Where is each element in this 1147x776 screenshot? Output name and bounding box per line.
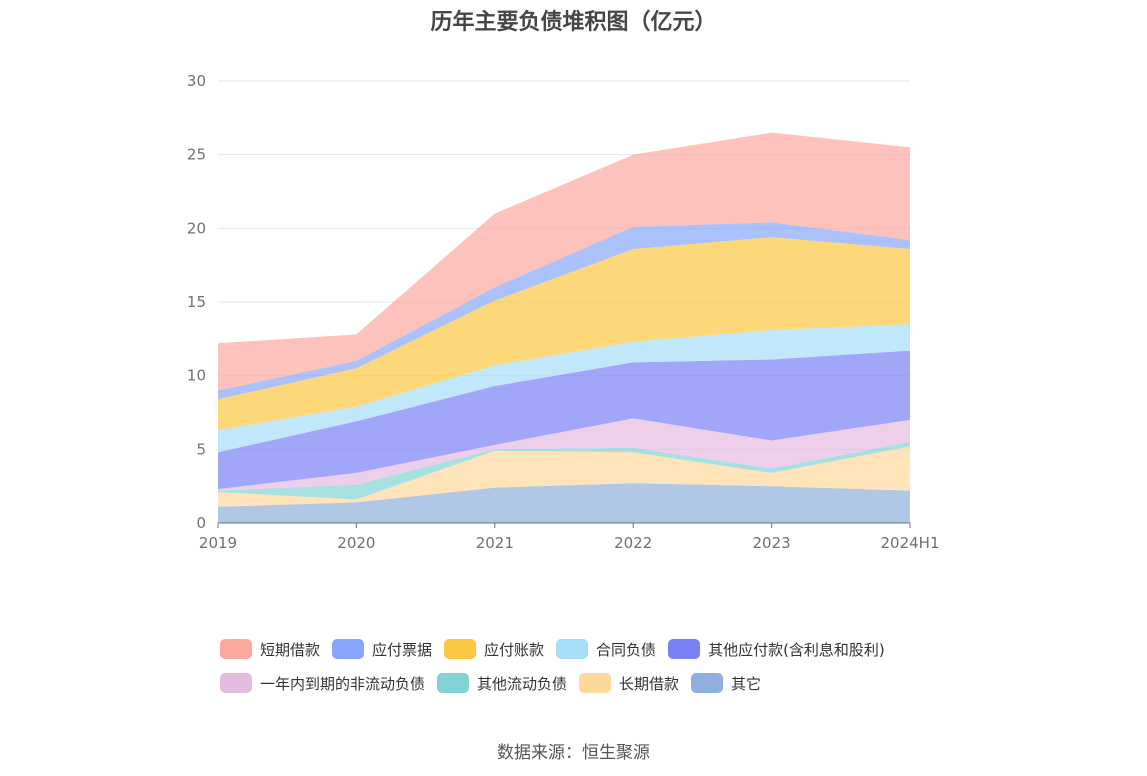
legend-item[interactable]: 短期借款 — [220, 638, 320, 660]
y-tick-label: 10 — [187, 367, 206, 385]
x-tick-label: 2022 — [614, 534, 652, 552]
legend-swatch — [444, 639, 477, 659]
legend-item[interactable]: 合同负债 — [556, 638, 656, 660]
y-tick-label: 15 — [187, 293, 206, 311]
area-其他流动负债[interactable] — [218, 442, 910, 500]
legend: 短期借款 应付票据 应付账款 合同负债 其他应付款(含利息和股利) 一年内到期的非流动负债… — [220, 638, 980, 706]
area-应付账款[interactable] — [218, 237, 910, 431]
area-短期借款[interactable] — [218, 132, 910, 391]
area-应付票据[interactable] — [218, 222, 910, 400]
legend-label: 合同负债 — [596, 640, 657, 659]
area-其它[interactable] — [218, 483, 910, 523]
legend-label: 一年内到期的非流动负债 — [260, 674, 426, 693]
legend-label: 其他应付款(含利息和股利) — [708, 640, 885, 659]
legend-item[interactable]: 其他应付款(含利息和股利) — [668, 638, 885, 660]
legend-label: 短期借款 — [260, 640, 321, 659]
legend-item[interactable]: 长期借款 — [579, 672, 679, 694]
area-合同负债[interactable] — [218, 324, 910, 453]
y-axis: 0 5 10 15 20 25 30 — [187, 72, 206, 532]
y-tick-label: 5 — [196, 440, 206, 458]
legend-label: 其它 — [731, 674, 762, 693]
legend-swatch — [691, 673, 724, 693]
legend-label: 应付票据 — [372, 640, 433, 659]
legend-label: 应付账款 — [484, 640, 545, 659]
legend-swatch — [668, 639, 701, 659]
x-axis: 2019 2020 2021 2022 2023 2024H1 — [199, 522, 940, 552]
legend-swatch — [579, 673, 612, 693]
legend-label: 长期借款 — [619, 674, 680, 693]
legend-item[interactable]: 应付账款 — [444, 638, 544, 660]
data-source: 数据来源：恒生聚源 — [497, 743, 650, 763]
y-tick-label: 25 — [187, 146, 206, 164]
legend-swatch — [437, 673, 470, 693]
legend-swatch — [220, 673, 252, 693]
y-tick-label: 30 — [187, 72, 206, 90]
y-tick-label: 0 — [196, 514, 206, 532]
legend-swatch — [332, 639, 365, 659]
y-tick-label: 20 — [187, 219, 206, 237]
legend-swatch — [220, 639, 252, 659]
legend-item[interactable]: 其他流动负债 — [437, 672, 567, 694]
legend-item[interactable]: 一年内到期的非流动负债 — [220, 672, 425, 694]
x-tick-label: 2021 — [476, 534, 514, 552]
x-tick-label: 2019 — [199, 534, 237, 552]
legend-label: 其他流动负债 — [477, 674, 568, 693]
area-其他应付款(含利息和股利)[interactable] — [218, 350, 910, 490]
x-tick-label: 2020 — [337, 534, 375, 552]
area-长期借款[interactable] — [218, 446, 910, 507]
x-tick-label: 2024H1 — [881, 534, 940, 552]
legend-swatch — [556, 639, 589, 659]
area-series — [218, 132, 910, 523]
area-一年内到期的非流动负债[interactable] — [218, 418, 910, 491]
legend-item[interactable]: 其它 — [691, 672, 761, 694]
legend-item[interactable]: 应付票据 — [332, 638, 432, 660]
chart-title: 历年主要负债堆积图（亿元） — [430, 10, 717, 35]
x-tick-label: 2023 — [753, 534, 791, 552]
stacked-area-chart: 2019 2020 2021 2022 2023 2024H1 0 5 10 15 20 25 30 — [187, 72, 940, 552]
